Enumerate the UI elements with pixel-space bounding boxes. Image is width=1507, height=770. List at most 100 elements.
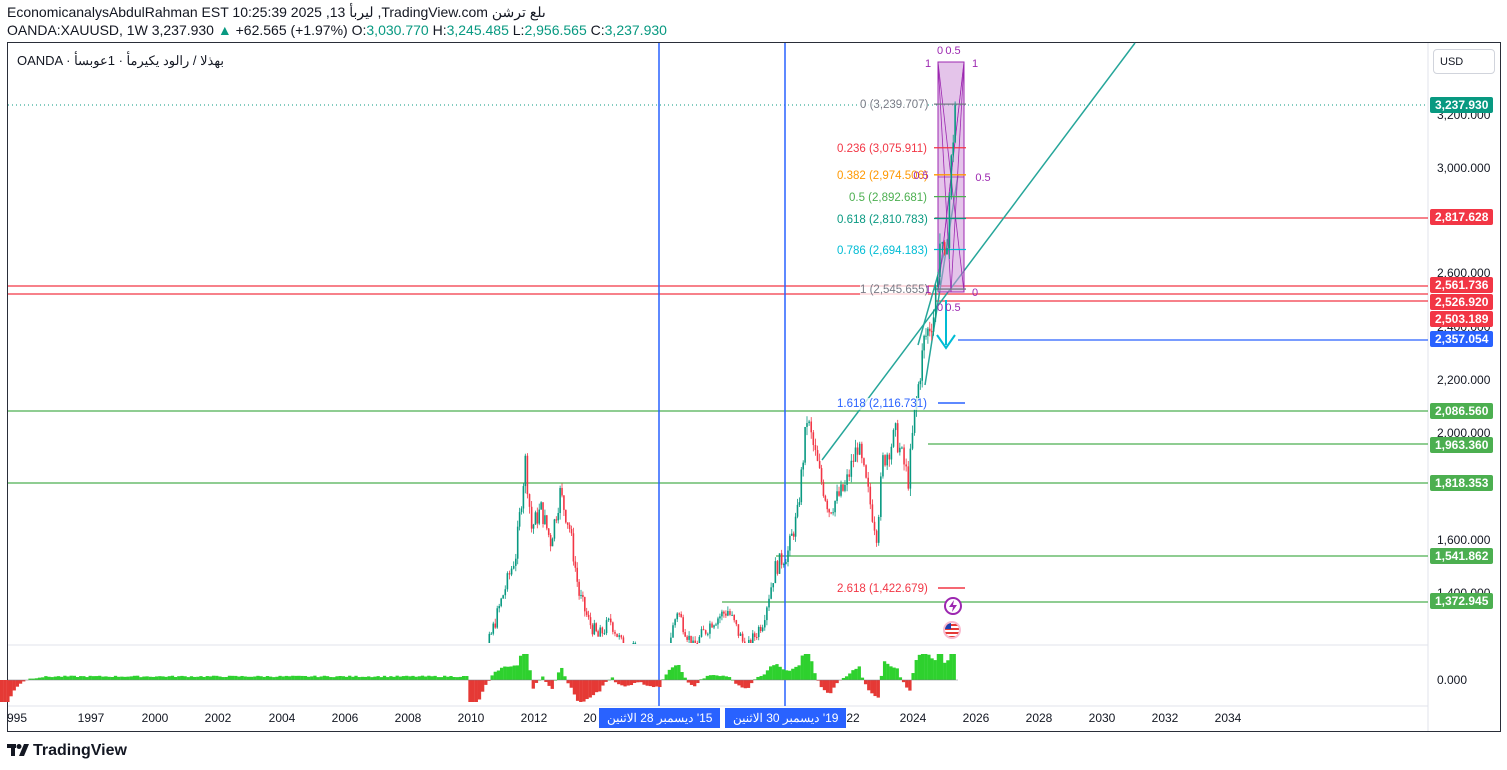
oscillator-bar [579,680,583,702]
fib-level-label[interactable]: 0 (3,239.707) [860,99,929,111]
candle-body [787,550,789,562]
oscillator-tick-label: 0.000 [1437,673,1468,687]
oscillator-bar [468,680,472,702]
candle-body [585,611,588,615]
high-label: H: [432,22,447,38]
candle-body [816,450,819,461]
oscillator-bar [208,676,213,680]
candle-body [948,195,951,249]
oscillator-bar [433,675,437,680]
candle-body [741,633,744,642]
oscillator-bar [683,677,687,680]
candle-body [559,488,561,514]
us-flag-event-icon[interactable] [943,621,961,639]
oscillator-bar [591,680,596,696]
oscillator-bar [670,667,675,680]
oscillator-bar [686,680,691,683]
candle-body [498,606,500,609]
candle-body [901,447,903,449]
candle-body [520,508,523,513]
fib-level-label[interactable]: 0.5 (2,892.681) [849,192,928,204]
candle-body [804,426,806,463]
oscillator-bar [835,680,839,684]
lightning-event-icon[interactable] [944,597,962,615]
fib-level-label[interactable]: 0.382 (2,974.506) [837,170,928,182]
candle-body [544,515,546,525]
oscillator-bar [800,655,804,680]
fib-level-label[interactable]: 2.618 (1,422.679) [837,583,928,595]
oscillator-bar [15,680,20,687]
candle-body [614,631,616,634]
candle-body [774,561,777,584]
oscillator-bar [439,677,444,680]
candle-body [572,533,575,562]
candle-body [515,558,517,566]
x-tick-label: 2034 [1214,711,1242,725]
oscillator-bar [180,675,184,680]
candle-body [796,504,799,517]
oscillator-bar [186,677,190,680]
oscillator-bar [335,676,339,680]
oscillator-bar [632,680,637,683]
oscillator-bar [677,664,681,680]
fib-level-label[interactable]: 1 (2,545.655) [860,284,929,296]
candle-body [563,495,565,510]
oscillator-bar [319,676,323,680]
price-tag: 2,817.628 [1430,209,1494,225]
oscillator-bar [199,676,203,680]
currency-button[interactable]: USD [1433,49,1495,74]
oscillator-bar [844,676,849,680]
oscillator-bar [449,676,453,680]
oscillator-bar [655,680,659,687]
candle-body [735,620,738,625]
candle-body [770,587,772,599]
oscillator-bar [82,676,86,680]
oscillator-bar [582,680,586,702]
oscillator-bar [642,680,646,685]
trendline-channel-upper[interactable] [821,42,1136,461]
tradingview-logo[interactable]: TradingView [7,742,127,760]
oscillator-bar [28,678,32,680]
oscillator-bar [759,675,763,680]
candle-body [709,623,711,634]
fib-level-label[interactable]: 0.786 (2,694.183) [837,245,928,257]
candle-body [711,623,713,628]
oscillator-bar [556,672,561,680]
oscillator-bar [53,676,58,680]
oscillator-bar [363,676,368,680]
oscillator-bar [493,671,497,680]
fib-level-label[interactable]: 0.236 (3,075.911) [837,143,927,155]
oscillator-bar [829,680,833,694]
oscillator-bar [110,676,114,680]
oscillator-bar [765,670,770,680]
candle-body [578,581,580,596]
x-tick-label: 2010 [457,711,485,725]
candle-body [494,623,497,628]
oscillator-bar [832,680,836,688]
fan-label: 0 [936,302,944,314]
oscillator-bar [303,675,308,680]
candle-body [686,636,688,640]
symbol-legend[interactable]: OANDA · بهذلا / رالود يكيرمأ · 1عوبسأ [15,52,226,70]
candle-body [496,608,499,628]
candle-body [555,519,558,521]
x-tick-label: 2026 [962,711,990,725]
oscillator-bar [569,680,573,688]
oscillator-bar [705,675,710,680]
chart-frame[interactable] [7,42,1501,732]
candle-body [748,639,750,643]
oscillator-bar [287,676,292,680]
fib-level-label[interactable]: 1.618 (2,116.731) [837,398,927,410]
oscillator-bar [382,675,387,680]
oscillator-bar [155,676,159,680]
fib-level-label[interactable]: 0.618 (2,810.783) [837,214,928,226]
oscillator-bar [158,676,162,680]
x-tick-label: 22 [846,711,860,725]
oscillator-bar [528,670,532,680]
oscillator-bar [145,676,149,680]
oscillator-bar [177,676,181,680]
high-value: 3,245.485 [446,22,509,38]
oscillator-bar [215,675,219,680]
candle-body [946,248,948,255]
